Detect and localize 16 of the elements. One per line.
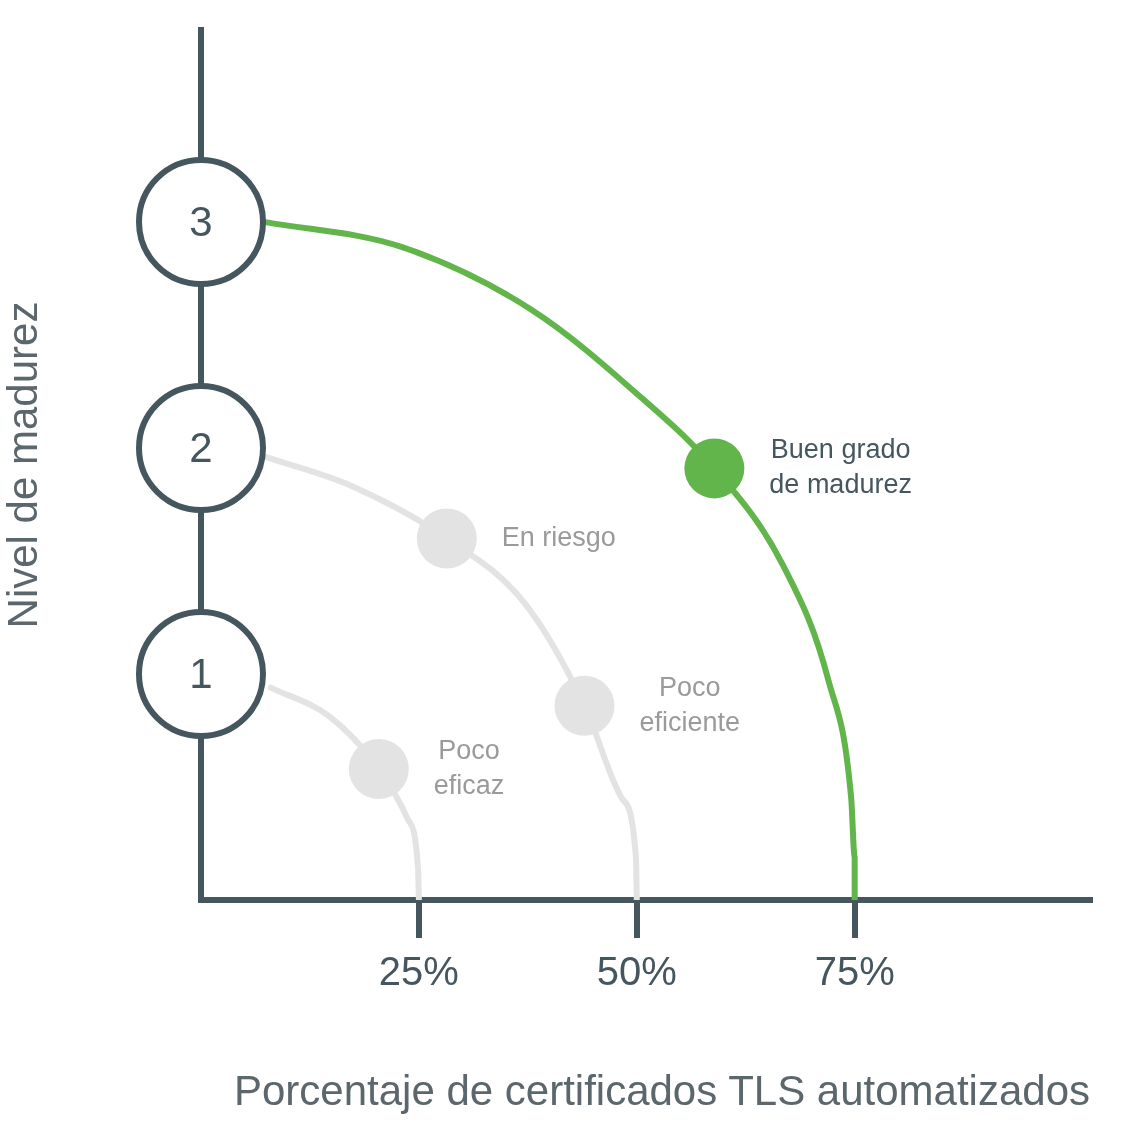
y-tick-label: 2 (189, 423, 213, 471)
annotation: En riesgo (501, 521, 616, 552)
annotation: Poco eficiente (639, 671, 741, 737)
point (416, 508, 477, 569)
y-axis-title: Nivel de madurez (0, 301, 46, 629)
annotation: Poco eficaz (433, 734, 505, 800)
y-tick-label: 3 (189, 197, 213, 245)
point (684, 438, 745, 499)
x-tick-label: 50% (596, 949, 677, 994)
x-axis-title: Porcentaje de certificados TLS automatizados (233, 1067, 1090, 1115)
x-tick-label: 75% (814, 949, 895, 994)
x-tick-label: 25% (378, 949, 459, 994)
point (554, 675, 615, 736)
annotation: Buen grado de madurez (769, 434, 912, 500)
y-tick-label: 1 (189, 649, 213, 697)
point (348, 738, 409, 799)
